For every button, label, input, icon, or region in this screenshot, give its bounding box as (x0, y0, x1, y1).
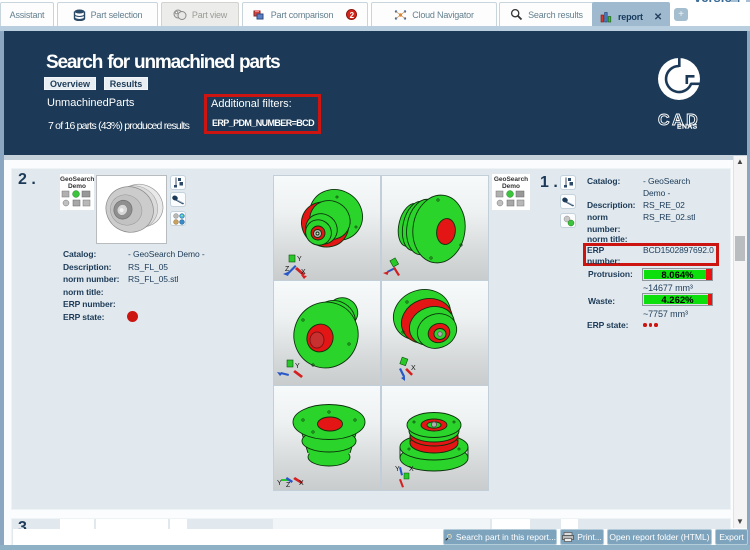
svg-text:Z: Z (286, 482, 291, 489)
svg-text:Y: Y (295, 363, 300, 370)
svg-text:Y: Y (277, 480, 282, 487)
svg-text:X: X (301, 269, 306, 276)
svg-text:X: X (411, 365, 416, 372)
svg-text:ENAS: ENAS (677, 124, 698, 131)
svg-text:Y: Y (297, 256, 302, 263)
svg-text:Z: Z (285, 266, 290, 273)
svg-text:X: X (299, 480, 304, 487)
svg-text:Y: Y (395, 466, 400, 473)
svg-text:CAD: CAD (658, 112, 700, 129)
svg-text:X: X (409, 466, 414, 473)
